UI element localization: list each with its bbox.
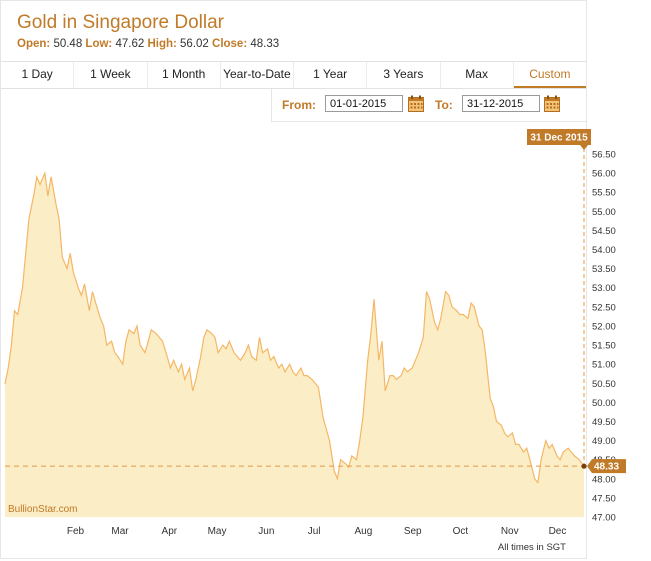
y-tick-label: 56.50	[592, 150, 616, 161]
x-tick-label: Apr	[162, 526, 178, 537]
x-tick-label: Dec	[549, 526, 567, 537]
last-date-label: 31 Dec 2015	[530, 133, 588, 144]
x-axis-ticks: Feb Mar Apr May Jun Jul Aug Sep Oct Nov Dec	[67, 526, 566, 537]
tab-max[interactable]: Max	[441, 62, 514, 88]
y-tick-label: 50.50	[592, 379, 616, 390]
open-label: Open:	[17, 38, 51, 50]
price-area	[5, 173, 584, 517]
y-tick-label: 49.00	[592, 436, 616, 447]
y-tick-label: 52.00	[592, 321, 616, 332]
last-date-flag-arrow	[580, 145, 588, 150]
x-tick-label: Nov	[501, 526, 519, 537]
close-label: Close:	[212, 38, 248, 50]
x-tick-label: Sep	[404, 526, 422, 537]
y-tick-label: 50.00	[592, 398, 616, 409]
y-tick-label: 54.50	[592, 226, 616, 237]
y-tick-label: 56.00	[592, 169, 616, 180]
tab-year-to-date[interactable]: Year-to-Date	[221, 62, 294, 88]
tab-custom[interactable]: Custom	[513, 62, 586, 88]
y-axis-ticks: 47.0047.5048.0048.5049.0049.5050.0050.50…	[592, 150, 616, 524]
y-tick-label: 52.50	[592, 302, 616, 313]
x-tick-label: Feb	[67, 526, 85, 537]
low-label: Low:	[85, 38, 113, 50]
ohlc-summary: Open: 50.48 Low: 47.62 High: 56.02 Close…	[17, 38, 279, 50]
last-date-flag: 31 Dec 2015	[527, 129, 591, 150]
y-tick-label: 53.00	[592, 283, 616, 294]
y-tick-label: 53.50	[592, 264, 616, 275]
from-label: From:	[282, 98, 316, 112]
close-value: 48.33	[250, 38, 280, 50]
y-tick-label: 49.50	[592, 417, 616, 428]
to-calendar-icon[interactable]	[544, 95, 560, 112]
custom-range-bar: From: To:	[271, 89, 586, 122]
high-label: High:	[147, 38, 177, 50]
y-tick-label: 54.00	[592, 245, 616, 256]
x-tick-label: Jul	[308, 526, 321, 537]
to-date-input[interactable]	[462, 95, 540, 112]
time-range-tabs: 1 Day 1 Week 1 Month Year-to-Date 1 Year…	[1, 61, 586, 89]
x-tick-label: Jun	[258, 526, 274, 537]
tab-3-years[interactable]: 3 Years	[367, 62, 441, 88]
to-label: To:	[435, 98, 453, 112]
price-line	[4, 170, 585, 485]
watermark: BullionStar.com	[8, 504, 77, 515]
last-value-label: 48.33	[594, 462, 619, 473]
from-calendar-icon[interactable]	[408, 95, 424, 112]
y-tick-label: 55.50	[592, 188, 616, 199]
tab-1-month[interactable]: 1 Month	[148, 62, 221, 88]
y-tick-label: 48.00	[592, 474, 616, 485]
last-value-flag: 48.33	[587, 459, 626, 474]
tab-1-day[interactable]: 1 Day	[1, 62, 75, 88]
x-tick-label: Oct	[453, 526, 469, 537]
open-value: 50.48	[53, 38, 83, 50]
y-tick-label: 51.50	[592, 341, 616, 352]
y-tick-label: 51.00	[592, 360, 616, 371]
x-tick-label: Mar	[111, 526, 129, 537]
last-value-marker	[581, 463, 587, 469]
last-value-flag-box	[587, 459, 626, 474]
timezone-footnote: All times in SGT	[498, 542, 566, 553]
x-tick-label: Aug	[355, 526, 373, 537]
y-tick-label: 47.00	[592, 513, 616, 524]
x-tick-label: May	[208, 526, 227, 537]
low-value: 47.62	[115, 38, 145, 50]
last-date-flag-box	[527, 129, 591, 145]
tab-1-week[interactable]: 1 Week	[74, 62, 148, 88]
y-tick-label: 47.50	[592, 493, 616, 504]
y-tick-label: 55.00	[592, 207, 616, 218]
chart-title: Gold in Singapore Dollar	[17, 12, 225, 33]
high-value: 56.02	[180, 38, 209, 50]
tab-1-year[interactable]: 1 Year	[294, 62, 368, 88]
from-date-input[interactable]	[325, 95, 403, 112]
